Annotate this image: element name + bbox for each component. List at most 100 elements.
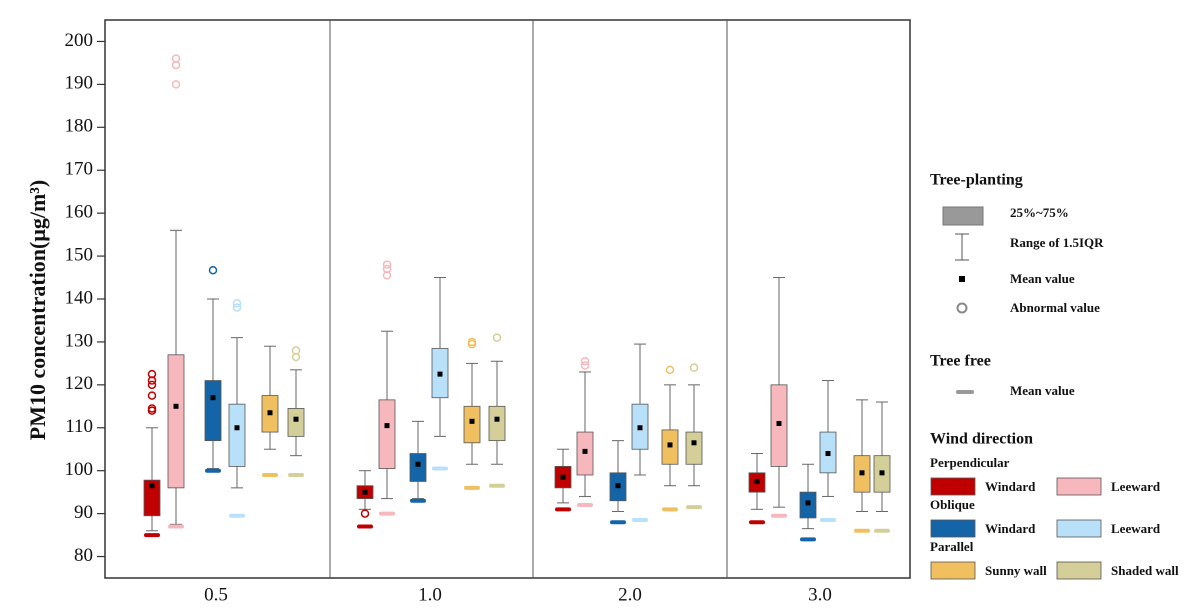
outlier bbox=[147, 369, 157, 379]
mean-marker bbox=[879, 470, 885, 476]
box bbox=[463, 405, 481, 444]
legend-swatch bbox=[930, 561, 976, 580]
box bbox=[228, 403, 246, 467]
legend-swatch bbox=[1056, 477, 1102, 496]
y-tick-label: 170 bbox=[65, 159, 94, 180]
mean-marker bbox=[362, 489, 368, 495]
mean-marker bbox=[173, 403, 179, 409]
mean-marker bbox=[267, 410, 273, 416]
legend-title: Tree free bbox=[930, 353, 991, 370]
y-tick-label: 100 bbox=[65, 459, 94, 480]
mean-marker bbox=[234, 425, 240, 431]
outlier bbox=[467, 337, 477, 347]
legend-group-label: Oblique bbox=[930, 497, 975, 512]
mean-marker bbox=[210, 395, 216, 401]
mean-marker bbox=[667, 442, 673, 448]
legend: Tree-planting 25%~75% Range of 1.5IQR Me… bbox=[930, 172, 1104, 448]
mean-marker bbox=[560, 474, 566, 480]
legend-swatch bbox=[1056, 561, 1102, 580]
legend-label: Shaded wall bbox=[1111, 563, 1179, 578]
y-tick-label: 180 bbox=[65, 116, 94, 137]
x-tick-label: 2.0 bbox=[618, 584, 642, 605]
mean-marker bbox=[615, 483, 621, 489]
legend-title: Wind direction bbox=[930, 431, 1033, 448]
y-tick-label: 150 bbox=[65, 244, 94, 265]
legend-label: Range of 1.5IQR bbox=[1010, 235, 1104, 250]
y-tick-label: 130 bbox=[65, 330, 94, 351]
y-tick-label: 120 bbox=[65, 373, 94, 394]
outlier bbox=[382, 260, 392, 269]
mean-marker bbox=[825, 451, 831, 457]
mean-marker bbox=[776, 420, 782, 426]
box bbox=[409, 453, 427, 482]
mean-marker bbox=[859, 470, 865, 476]
box bbox=[204, 380, 222, 442]
box bbox=[143, 479, 161, 517]
outlier bbox=[360, 509, 370, 518]
legend-label: Leeward bbox=[1111, 521, 1161, 536]
legend-title: Tree-planting bbox=[930, 172, 1023, 189]
mean-marker bbox=[494, 416, 500, 422]
outlier bbox=[232, 299, 242, 308]
legend-outlier-icon bbox=[956, 302, 968, 314]
mean-marker bbox=[415, 461, 421, 467]
outlier bbox=[147, 391, 157, 400]
legend-group-label: Parallel bbox=[930, 539, 974, 554]
y-tick-label: 190 bbox=[65, 73, 94, 94]
outlier bbox=[147, 404, 157, 413]
y-tick-label: 90 bbox=[74, 502, 93, 523]
mean-marker bbox=[149, 483, 155, 489]
outlier bbox=[171, 80, 181, 89]
outlier bbox=[580, 361, 590, 370]
box bbox=[685, 431, 703, 465]
x-tick-label: 1.0 bbox=[418, 584, 442, 605]
mean-marker bbox=[293, 416, 299, 422]
y-tick-label: 80 bbox=[74, 545, 93, 566]
mean-marker bbox=[754, 478, 760, 484]
legend-swatch bbox=[1056, 519, 1102, 538]
legend-label: Mean value bbox=[1010, 271, 1075, 286]
y-tick-label: 200 bbox=[65, 30, 94, 51]
mean-marker bbox=[469, 418, 475, 424]
outlier bbox=[232, 303, 242, 312]
y-tick-label: 160 bbox=[65, 202, 94, 223]
outlier bbox=[291, 346, 301, 355]
legend-mean-icon bbox=[959, 276, 965, 282]
legend-swatch bbox=[930, 519, 976, 538]
x-tick-label: 3.0 bbox=[808, 584, 832, 605]
legend-label: Mean value bbox=[1010, 383, 1075, 398]
y-tick-label: 110 bbox=[65, 416, 93, 437]
mean-marker bbox=[437, 371, 443, 377]
legend-whisker-icon bbox=[955, 233, 969, 261]
outlier bbox=[580, 356, 590, 366]
legend-label: Windard bbox=[985, 521, 1036, 536]
outlier bbox=[665, 365, 675, 375]
mean-marker bbox=[637, 425, 643, 431]
legend-swatch bbox=[930, 477, 976, 496]
x-tick-label: 0.5 bbox=[204, 584, 228, 605]
plot-frame bbox=[104, 19, 911, 579]
box bbox=[488, 405, 506, 442]
outlier bbox=[171, 54, 181, 63]
outlier bbox=[382, 264, 392, 274]
y-tick-label: 140 bbox=[65, 287, 94, 308]
legend-label: Windard bbox=[985, 479, 1036, 494]
mean-marker bbox=[384, 423, 390, 429]
mean-marker bbox=[691, 440, 697, 446]
legend-box-icon bbox=[942, 206, 984, 226]
outlier bbox=[689, 363, 699, 372]
outlier bbox=[492, 333, 502, 342]
mean-marker bbox=[805, 500, 811, 506]
legend-label: Leeward bbox=[1111, 479, 1161, 494]
outlier bbox=[208, 265, 218, 275]
box bbox=[167, 354, 185, 489]
box bbox=[287, 408, 305, 437]
y-axis-label: PM10 concentration(μg/m³) bbox=[25, 180, 50, 440]
legend-group-label: Perpendicular bbox=[930, 455, 1010, 470]
legend-label: 25%~75% bbox=[1010, 205, 1069, 220]
legend-label: Abnormal value bbox=[1010, 300, 1100, 315]
box bbox=[378, 399, 396, 469]
outlier bbox=[147, 380, 157, 390]
legend-label: Sunny wall bbox=[985, 563, 1047, 578]
